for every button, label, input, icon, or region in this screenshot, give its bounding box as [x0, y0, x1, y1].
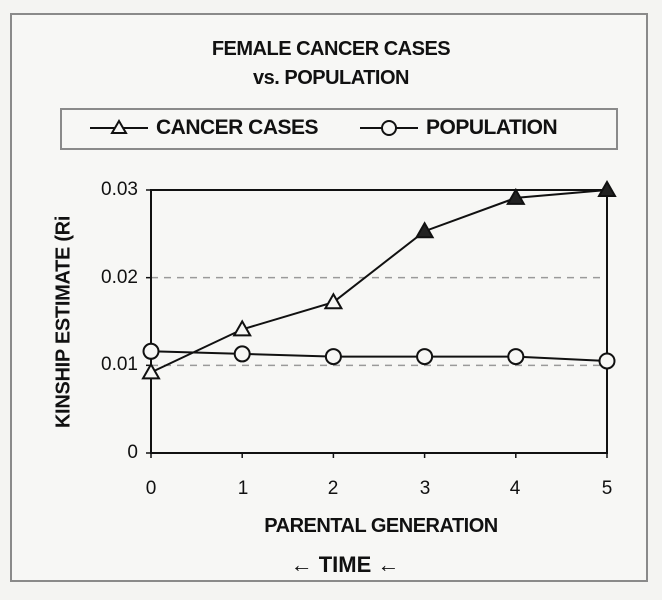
- circle-marker-icon: [233, 345, 251, 363]
- x-tick-label: 5: [601, 478, 613, 499]
- circle-marker-icon: [324, 348, 342, 366]
- series-line-cancer-cases: [150, 189, 608, 374]
- y-tick-label: 0: [127, 442, 138, 463]
- y-tick-label: 0.01: [101, 354, 138, 375]
- legend-label-population: POPULATION: [426, 116, 558, 139]
- legend-label-cancer-cases: CANCER CASES: [156, 116, 319, 139]
- triangle-marker-icon: [323, 292, 344, 310]
- x-tick-label: 4: [509, 478, 521, 499]
- legend-item-population: POPULATION: [360, 116, 558, 140]
- x-axis-time-direction: ← TIME ←: [290, 552, 400, 577]
- x-tick-label: 3: [419, 478, 431, 499]
- chart-title-line-2: vs. POPULATION: [253, 67, 410, 89]
- y-tick-label: 0.02: [101, 267, 138, 288]
- x-tick-label: 2: [327, 478, 339, 499]
- plot-border: [150, 189, 608, 454]
- triangle-marker-icon: [414, 221, 435, 239]
- x-tick-label: 1: [237, 478, 249, 499]
- circle-marker-icon: [598, 352, 616, 370]
- circle-marker-icon: [142, 342, 160, 360]
- triangle-marker-icon: [597, 179, 617, 197]
- triangle-marker-icon: [90, 119, 148, 134]
- chart-frame: [10, 13, 648, 582]
- circle-marker-icon: [360, 120, 418, 136]
- triangle-marker-icon: [506, 187, 526, 205]
- circle-marker-icon: [416, 348, 434, 366]
- triangle-marker-icon: [232, 319, 252, 337]
- x-axis-label: PARENTAL GENERATION: [264, 515, 498, 537]
- legend: CANCER CASES POPULATION: [60, 108, 618, 150]
- legend-item-cancer-cases: CANCER CASES: [90, 116, 319, 140]
- circle-marker-icon: [507, 348, 525, 366]
- x-tick-label: 0: [145, 478, 157, 499]
- y-tick-label: 0.03: [101, 179, 138, 200]
- chart-title-line-1: FEMALE CANCER CASES: [211, 38, 451, 60]
- series-line-population: [150, 350, 608, 362]
- triangle-marker-icon: [141, 362, 161, 380]
